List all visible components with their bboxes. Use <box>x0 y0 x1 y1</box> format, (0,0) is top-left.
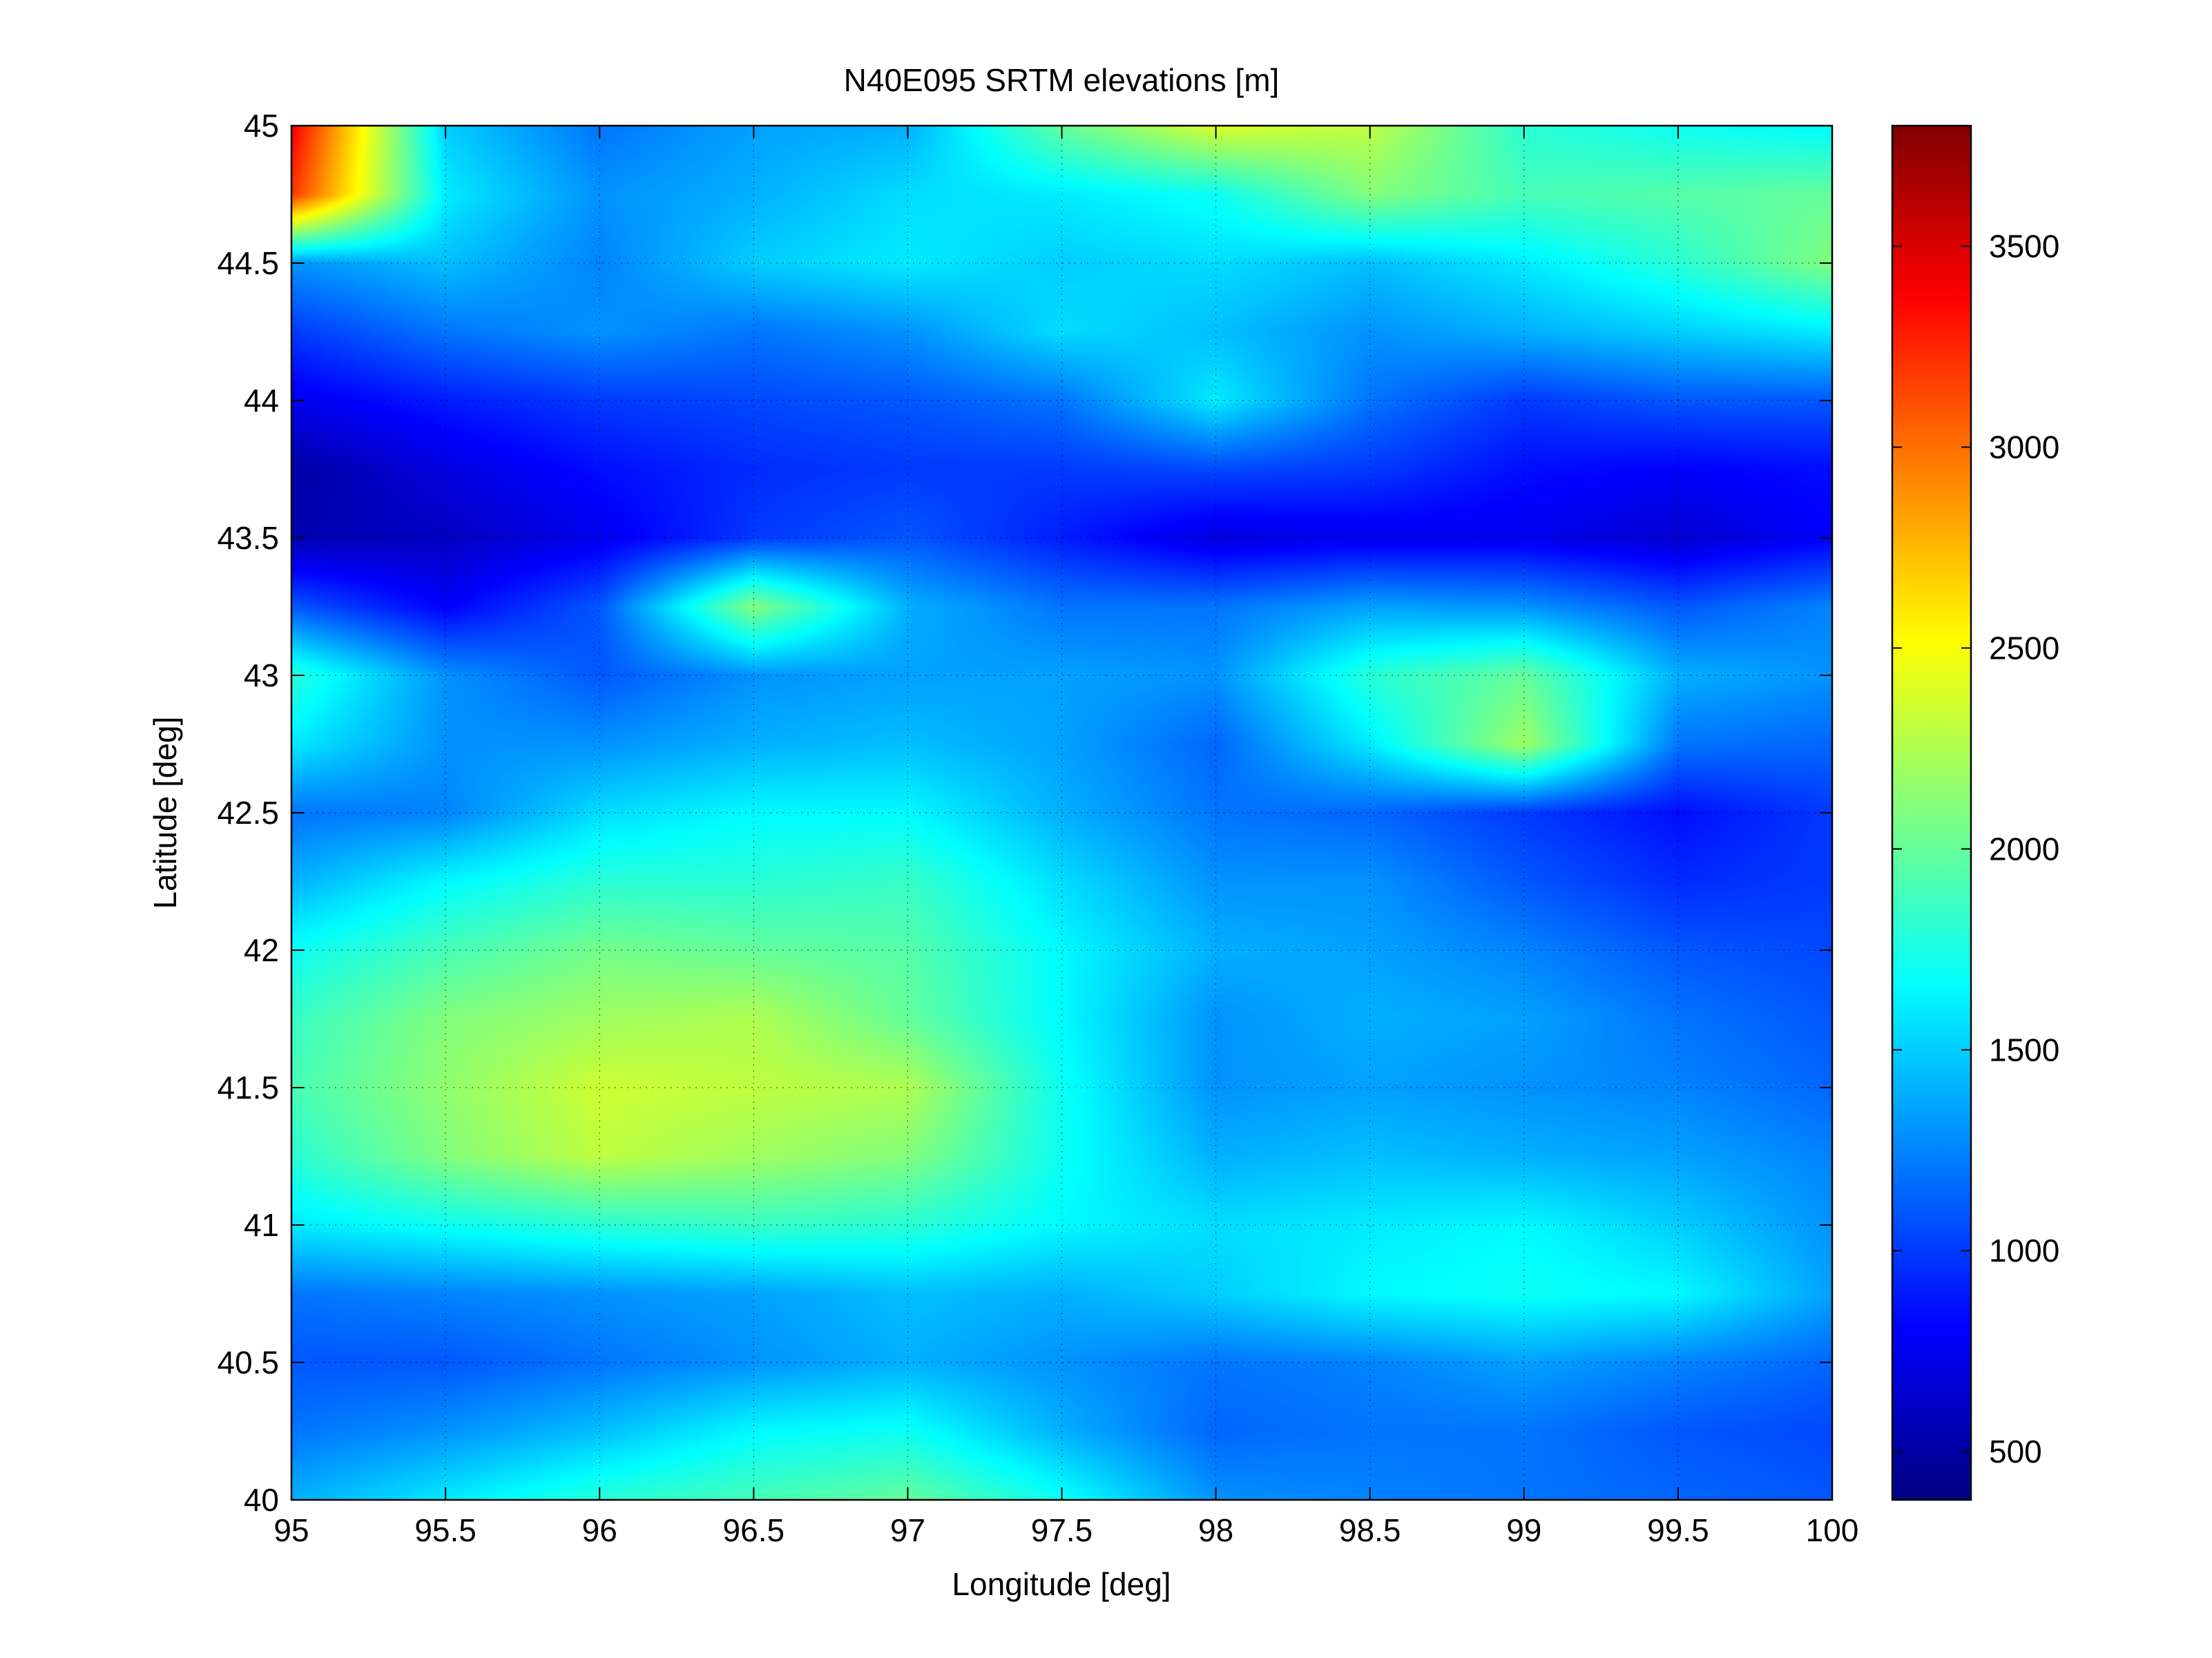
chart-title: N40E095 SRTM elevations [m] <box>844 62 1280 98</box>
y-tick-label: 45 <box>244 108 279 144</box>
x-tick-label: 95.5 <box>414 1512 477 1548</box>
elevation-heatmap <box>291 126 1832 1500</box>
colorbar-tick-label: 3000 <box>1989 429 2059 465</box>
x-tick-label: 95 <box>273 1512 309 1548</box>
x-tick-label: 98 <box>1198 1512 1233 1548</box>
colorbar-tick-label: 1000 <box>1989 1233 2059 1269</box>
y-tick-label: 43.5 <box>217 520 279 556</box>
x-tick-label: 96.5 <box>723 1512 785 1548</box>
colorbar <box>1891 124 1972 1501</box>
x-tick-label: 100 <box>1806 1512 1859 1548</box>
colorbar-tick-label: 3500 <box>1989 229 2059 264</box>
x-tick-label: 97.5 <box>1031 1512 1093 1548</box>
y-tick-label: 41 <box>244 1207 279 1243</box>
y-tick-label: 42.5 <box>217 795 279 831</box>
y-tick-label: 44.5 <box>217 245 279 281</box>
colorbar-ticks: 500 1000 1500 2000 2500 3000 3500 <box>1892 229 2059 1469</box>
x-axis-label: Longitude [deg] <box>952 1566 1171 1602</box>
y-tick-label: 44 <box>244 383 279 418</box>
y-tick-label: 43 <box>244 657 279 693</box>
colorbar-tick-label: 2000 <box>1989 831 2059 867</box>
x-tick-label: 96 <box>582 1512 617 1548</box>
y-axis-label: Latitude [deg] <box>147 717 183 909</box>
colorbar-tick-label: 1500 <box>1989 1032 2059 1068</box>
x-tick-label: 99 <box>1506 1512 1541 1548</box>
y-tick-label: 42 <box>244 932 279 968</box>
colorbar-tick-label: 500 <box>1989 1434 2042 1469</box>
y-axis-ticks: 40 40.5 41 41.5 42 42.5 43 43.5 44 44.5 45 <box>217 108 1832 1518</box>
x-tick-label: 98.5 <box>1339 1512 1401 1548</box>
y-tick-label: 41.5 <box>217 1070 279 1106</box>
y-tick-label: 40 <box>244 1482 279 1518</box>
x-tick-label: 97 <box>890 1512 925 1548</box>
y-tick-label: 40.5 <box>217 1344 279 1380</box>
x-tick-label: 99.5 <box>1647 1512 1709 1548</box>
colorbar-tick-label: 2500 <box>1989 630 2059 666</box>
x-axis-ticks: 95 95.5 96 96.5 97 97.5 98 98.5 99 99.5 100 <box>273 126 1858 1548</box>
elevation-raster <box>291 126 1832 1500</box>
